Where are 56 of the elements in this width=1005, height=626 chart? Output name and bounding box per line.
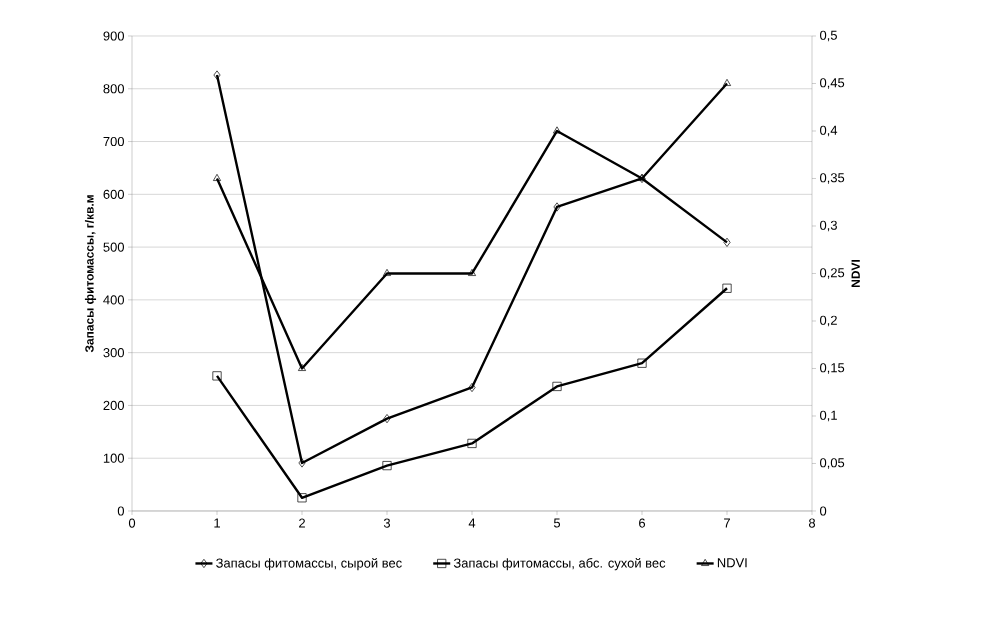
- point: [383, 414, 391, 424]
- x-tick-label: 4: [468, 518, 476, 528]
- y-axis-title: Запасы фитомассы, г/кв.м: [84, 195, 97, 353]
- point: [383, 268, 391, 276]
- x-tick-label: 2: [299, 518, 305, 528]
- y-tick-label: 700: [103, 136, 124, 147]
- point: [723, 78, 731, 86]
- legend-label: Запасы фитомассы, сырой вес: [216, 557, 402, 571]
- y2-tick-label: 0,4: [820, 125, 838, 137]
- y2-tick-label: 0,45: [820, 78, 845, 89]
- point: [638, 173, 646, 181]
- y2-tick-label: 0,35: [820, 173, 845, 184]
- point: [298, 363, 306, 371]
- legend-label: Запасы фитомассы, абс. сухой вес: [453, 557, 666, 571]
- y-tick-label: 300: [103, 348, 124, 358]
- y-tick-label: 0: [117, 506, 124, 516]
- y-tick-label: 600: [103, 189, 124, 199]
- y-tick-label: 500: [103, 242, 124, 252]
- y-tick-label: 400: [103, 295, 124, 305]
- point: [468, 268, 476, 276]
- point: [637, 358, 647, 368]
- legend-label: NDVI: [717, 558, 747, 568]
- point: [723, 237, 731, 247]
- y2-tick-label: 0,25: [820, 268, 845, 279]
- y2-tick-label: 0,3: [820, 220, 837, 232]
- point: [213, 173, 221, 181]
- y2-tick-label: 0,5: [820, 30, 837, 42]
- y2-tick-label: 0,2: [820, 315, 837, 327]
- point: [382, 461, 392, 471]
- point: [553, 202, 561, 212]
- y2-tick-label: 0: [820, 506, 827, 516]
- y2-tick-label: 0,05: [820, 458, 845, 469]
- x-tick-label: 8: [808, 518, 816, 528]
- point: [553, 126, 561, 134]
- y-tick-label: 800: [103, 84, 124, 94]
- point: [213, 70, 221, 80]
- y2-tick-label: 0,1: [820, 410, 837, 422]
- x-tick-label: 0: [128, 518, 136, 528]
- x-tick-label: 7: [724, 518, 730, 528]
- point: [212, 371, 222, 381]
- point: [297, 493, 307, 503]
- point: [468, 382, 476, 393]
- y2-tick-label: 0,15: [820, 363, 845, 374]
- x-tick-label: 6: [639, 518, 646, 528]
- x-tick-label: 5: [553, 518, 561, 528]
- y-tick-label: 100: [103, 453, 124, 463]
- x-tick-label: 1: [214, 518, 220, 528]
- y-tick-label: 900: [103, 31, 124, 41]
- y2-axis-title: NDVI: [851, 260, 860, 287]
- point: [552, 381, 562, 391]
- point: [467, 438, 477, 448]
- point: [298, 458, 306, 468]
- point: [638, 173, 646, 184]
- y-tick-label: 200: [103, 400, 124, 411]
- x-tick-label: 3: [383, 518, 391, 528]
- point: [722, 283, 732, 293]
